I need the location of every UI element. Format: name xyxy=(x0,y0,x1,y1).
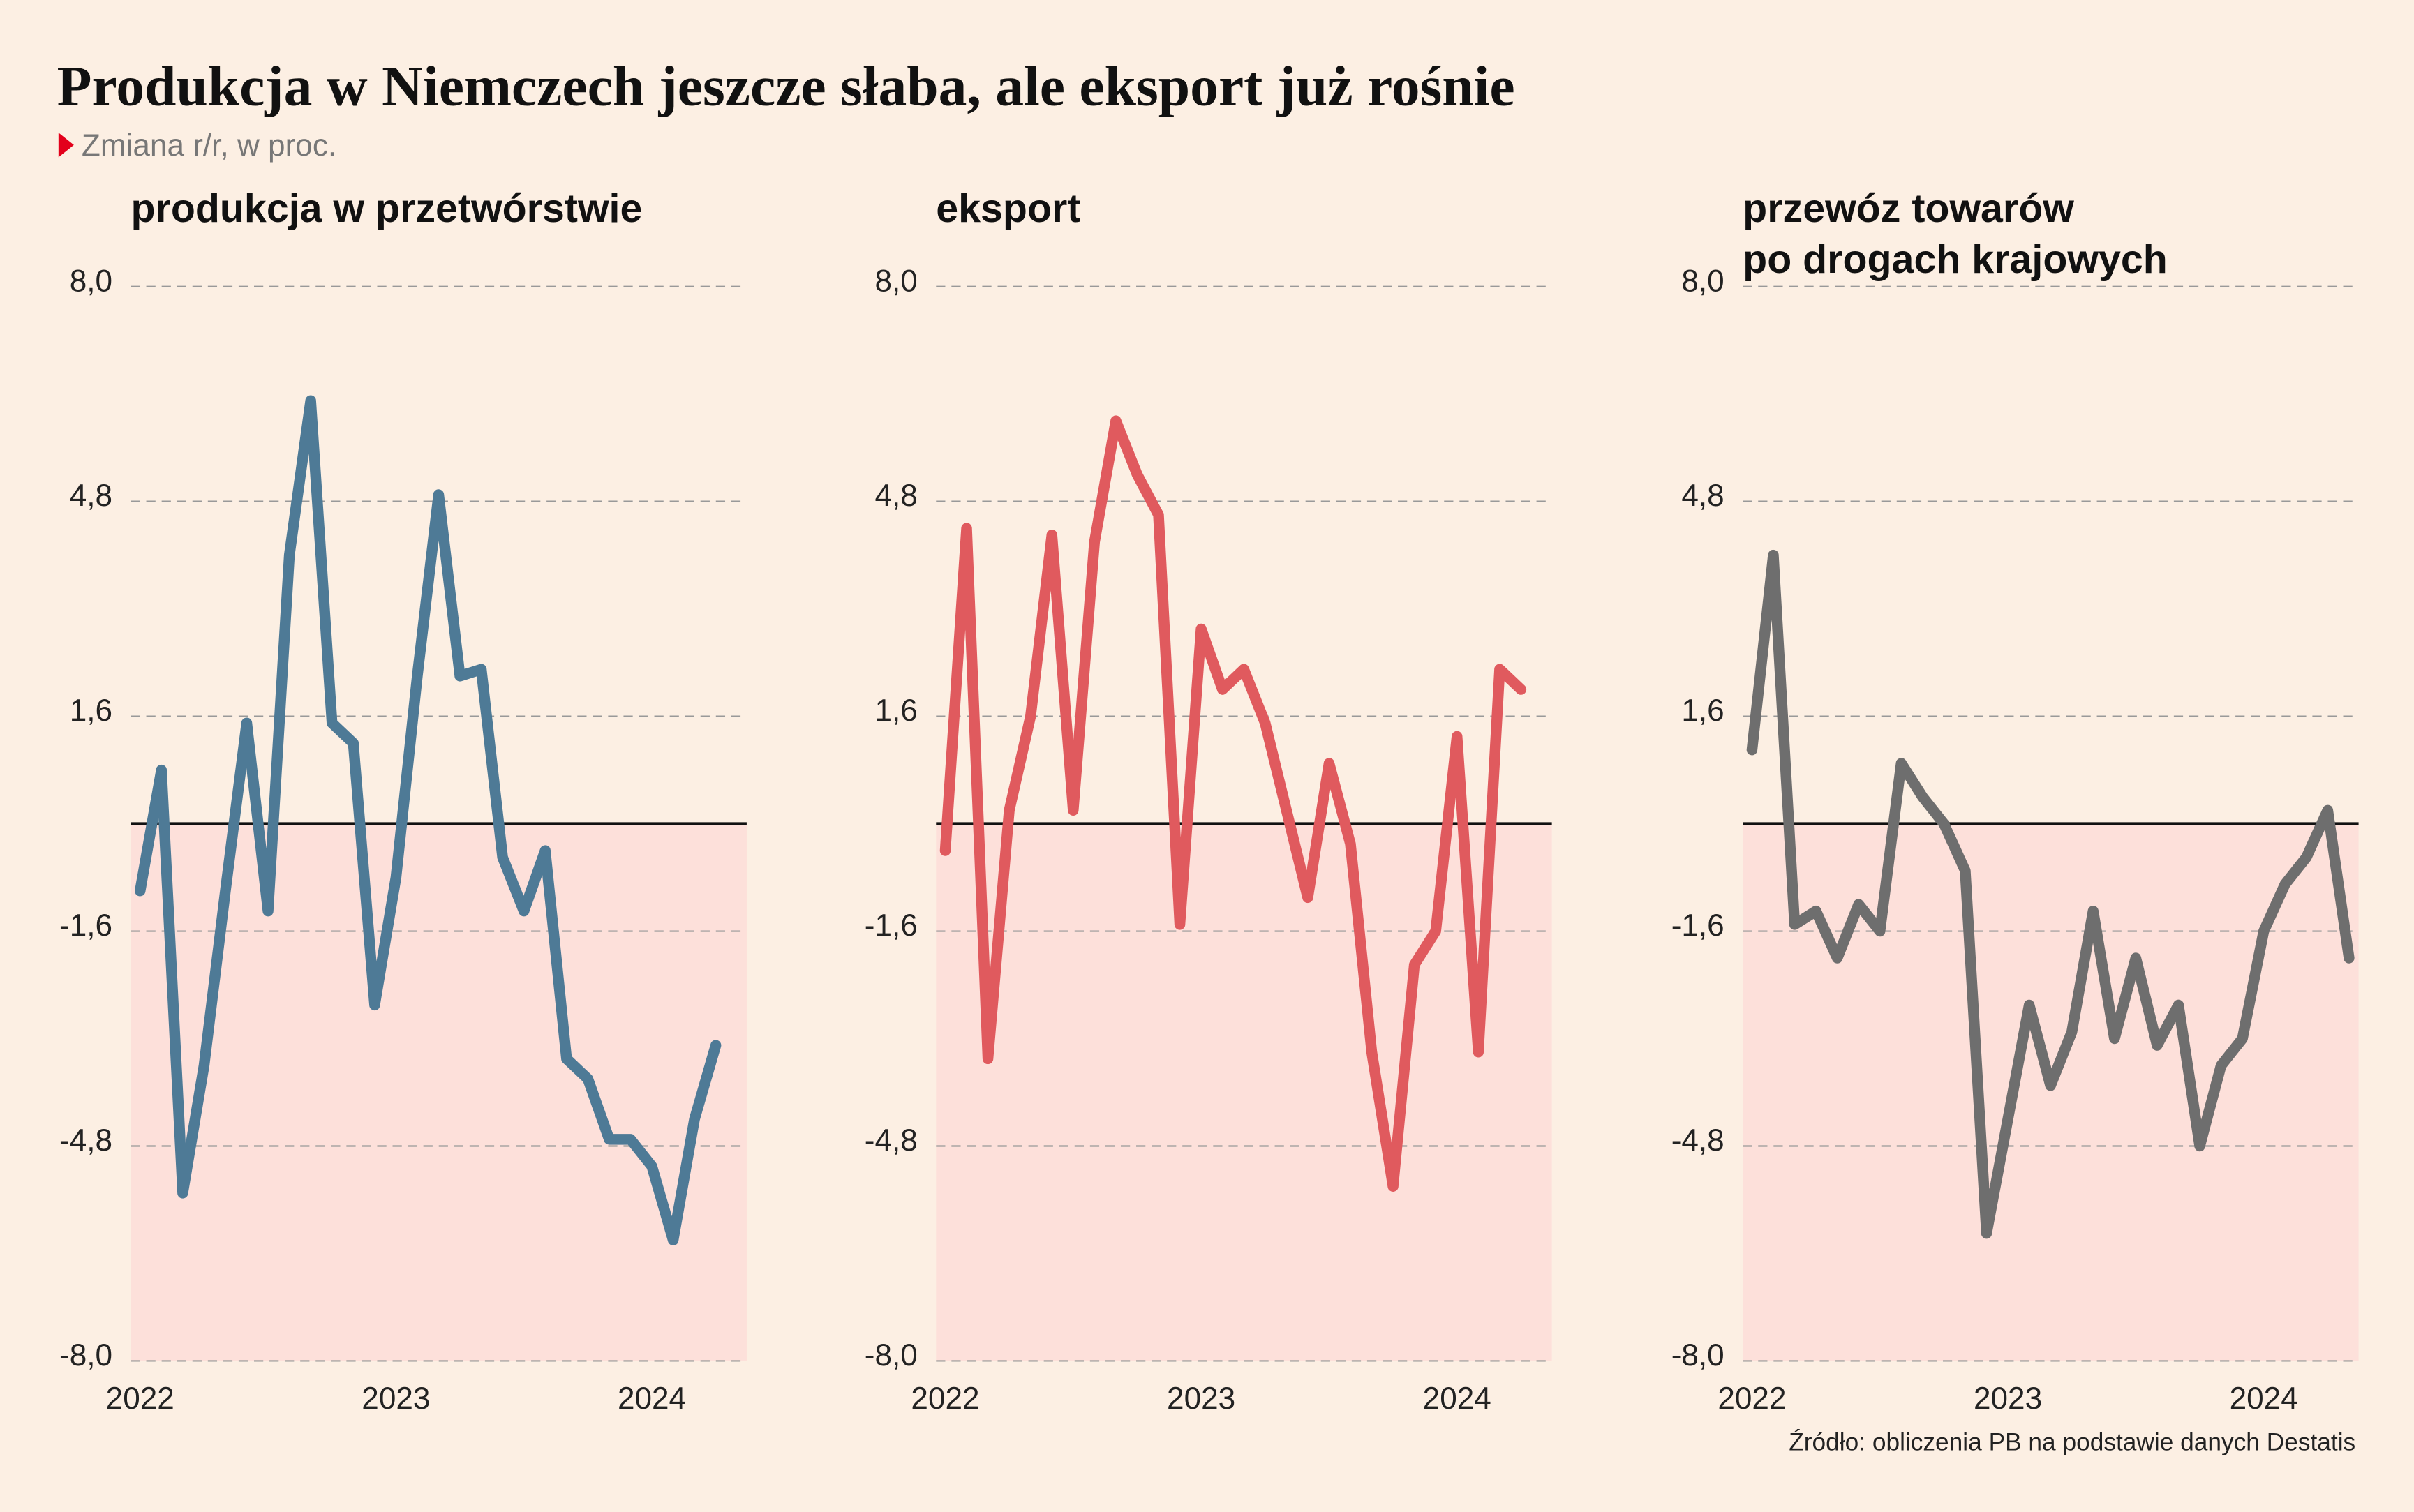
y-tick-label: 4,8 xyxy=(874,479,917,513)
y-tick-label: -8,0 xyxy=(1671,1338,1724,1372)
negative-area xyxy=(131,823,747,1361)
y-tick-label: 8,0 xyxy=(874,264,917,298)
source: Źródło: obliczenia PB na podstawie danyc… xyxy=(1789,1428,2355,1455)
y-tick-label: 4,8 xyxy=(70,479,112,513)
y-tick-label: 8,0 xyxy=(70,264,112,298)
y-tick-label: -8,0 xyxy=(865,1338,918,1372)
y-tick-label: -8,0 xyxy=(59,1338,112,1372)
title: Produkcja w Niemczech jeszcze słaba, ale… xyxy=(57,54,1515,117)
x-tick-label: 2023 xyxy=(362,1382,430,1416)
y-tick-label: -4,8 xyxy=(1671,1123,1724,1158)
y-tick-label: 1,6 xyxy=(70,694,112,728)
x-tick-label: 2023 xyxy=(1167,1382,1235,1416)
y-tick-label: -1,6 xyxy=(59,908,112,943)
panel-title: eksport xyxy=(936,186,1080,231)
y-tick-label: 1,6 xyxy=(1681,694,1724,728)
x-tick-label: 2024 xyxy=(2230,1382,2298,1416)
x-tick-label: 2023 xyxy=(1974,1382,2042,1416)
negative-area xyxy=(1743,823,2359,1361)
y-tick-label: -4,8 xyxy=(59,1123,112,1158)
data-line xyxy=(1746,549,2355,1239)
negative-area xyxy=(936,823,1552,1361)
y-tick-label: 4,8 xyxy=(1681,479,1724,513)
subtitle: Zmiana r/r, w proc. xyxy=(82,128,336,163)
x-tick-label: 2022 xyxy=(1718,1382,1786,1416)
y-tick-label: 8,0 xyxy=(1681,264,1724,298)
y-tick-label: -4,8 xyxy=(865,1123,918,1158)
subtitle-marker xyxy=(58,133,74,158)
x-tick-label: 2022 xyxy=(106,1382,174,1416)
y-tick-label: -1,6 xyxy=(865,908,918,943)
x-tick-label: 2024 xyxy=(618,1382,686,1416)
panel-title: przewóz towarów xyxy=(1743,186,2074,231)
y-tick-label: 1,6 xyxy=(874,694,917,728)
panel-title: po drogach krajowych xyxy=(1743,237,2168,282)
data-line xyxy=(135,395,722,1245)
data-line xyxy=(939,415,1527,1192)
x-tick-label: 2024 xyxy=(1423,1382,1491,1416)
panel-title: produkcja w przetwórstwie xyxy=(131,186,643,231)
x-tick-label: 2022 xyxy=(911,1382,979,1416)
y-tick-label: -1,6 xyxy=(1671,908,1724,943)
